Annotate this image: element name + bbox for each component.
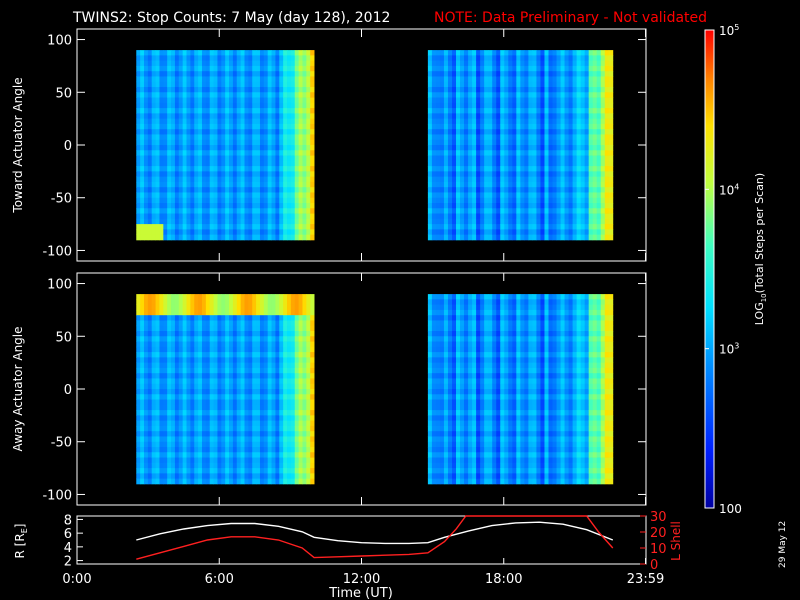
ytick-label: 50: [55, 86, 72, 101]
toward-data-block: [427, 50, 614, 241]
ytick-label: -50: [51, 192, 72, 207]
time-tick-label: 0:00: [62, 572, 91, 587]
colorbar-tick-label: 104: [719, 182, 739, 197]
orbit-panel-frame: [76, 515, 647, 565]
toward-ylabel: Toward Actuator Angle: [11, 77, 25, 213]
radius-tick-label: 6: [64, 527, 72, 542]
radius-axis-label: R [RE]: [13, 524, 29, 559]
away-data-block: [427, 294, 614, 485]
colorbar-tick-label: 105: [719, 23, 739, 38]
toward-angle-panel: 100 50 0 -50 -100 Toward Actuator Angle: [11, 28, 647, 262]
lshell-tick-label: 20: [650, 526, 667, 541]
away-angle-panel: 100 50 0 -50 -100 Away Actuator Angle: [11, 272, 647, 506]
colorbar-title: LOG10(Total Steps per Scan): [753, 173, 768, 325]
lshell-tick-label: 10: [650, 542, 667, 557]
time-tick-label: 23:59: [627, 572, 664, 587]
colorbar-tick-label: 103: [719, 342, 739, 357]
ytick-label: 0: [64, 383, 72, 398]
ytick-label: 100: [47, 278, 72, 293]
radius-line: [136, 521, 614, 545]
ytick-label: -100: [42, 244, 72, 259]
colorbar-frame: [704, 29, 715, 509]
lshell-tick-label: 30: [650, 510, 667, 525]
toward-data-block: [136, 50, 315, 241]
radius-tick-label: 2: [64, 555, 72, 570]
away-data-block: [136, 294, 315, 485]
ytick-label: 50: [55, 330, 72, 345]
time-axis-label: Time (UT): [328, 586, 393, 600]
colorbar-tick-label: 100: [719, 502, 742, 516]
time-tick-label: 12:00: [343, 572, 380, 587]
ytick-label: -50: [51, 436, 72, 451]
ytick-label: 100: [47, 34, 72, 49]
away-ylabel: Away Actuator Angle: [11, 326, 25, 451]
lshell-tick-label: 0: [650, 558, 658, 573]
ytick-label: 0: [64, 139, 72, 154]
lshell-line: [136, 515, 614, 560]
time-tick-label: 18:00: [485, 572, 522, 587]
time-tick-label: 6:00: [205, 572, 234, 587]
preliminary-note: NOTE: Data Preliminary - Not validated: [434, 10, 707, 26]
radius-tick-label: 8: [64, 513, 72, 528]
date-stamp: 29 May 12: [778, 521, 788, 568]
colorbar: 100 103 104 105 LOG10(Total Steps per Scan): [704, 23, 768, 516]
radius-tick-label: 4: [64, 541, 72, 556]
colorbar-gradient: [705, 30, 714, 508]
figure-title: TWINS2: Stop Counts: 7 May (day 128), 20…: [72, 10, 390, 26]
lshell-axis-label: L Shell: [669, 521, 683, 561]
ytick-label: -100: [42, 488, 72, 503]
